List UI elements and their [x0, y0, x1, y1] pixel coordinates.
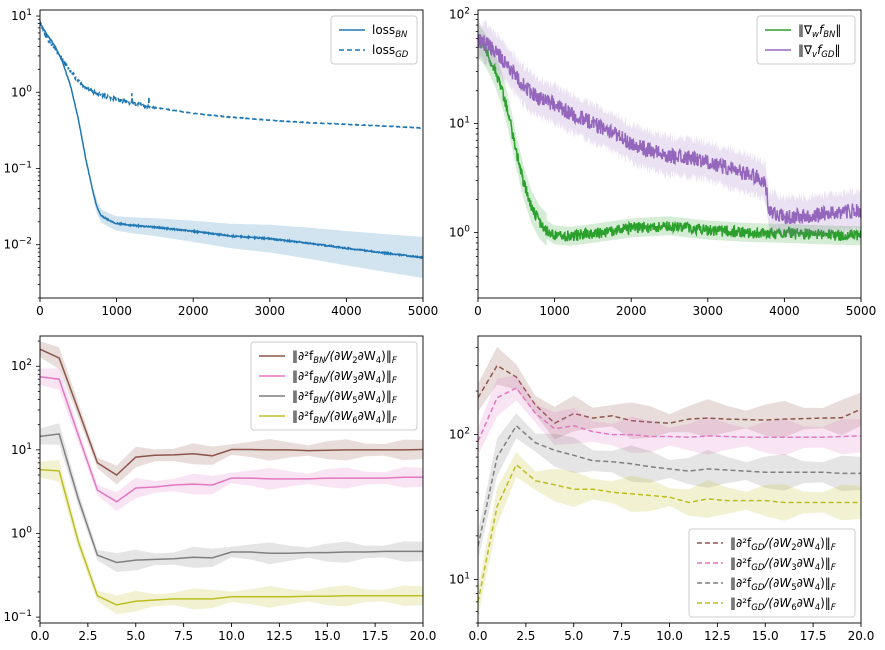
x-tick-label: 0.0 — [468, 629, 487, 643]
confidence-band — [478, 413, 861, 560]
legend: ‖∂²fGD/(∂W2∂W4)‖F ‖∂²fGD/(∂W3∂W4)‖F ‖∂²fGD… — [688, 528, 856, 618]
legend-label: lossBN — [372, 23, 408, 40]
series-3 — [478, 413, 861, 560]
plot-area — [40, 341, 423, 615]
legend-frame — [688, 528, 856, 618]
series-line — [478, 463, 861, 602]
confidence-band — [478, 375, 861, 456]
subplot-3: 0.0 2.5 5.0 7.5 10.0 12.5 15.0 17.5 20.0 102 101 10… — [3, 335, 437, 643]
y-tick-label: 102 — [11, 358, 32, 373]
subplot-2: 0 1000 2000 3000 4000 5000 102 101 100 ‖∇wfBN‖ ‖∇v… — [449, 7, 876, 318]
legend-label: ‖∇vfGD‖ — [798, 43, 840, 60]
legend-frame — [250, 341, 418, 431]
y-tick-label: 101 — [11, 8, 32, 23]
x-tick-label: 1000 — [101, 304, 132, 318]
legend-frame — [756, 15, 856, 65]
series-line — [40, 23, 423, 260]
x-tick-label: 5000 — [408, 304, 439, 318]
y-tick-label: 102 — [449, 7, 470, 22]
x-tick-label: 20.0 — [848, 629, 875, 643]
series-2 — [478, 18, 861, 240]
x-tick-label: 5.0 — [126, 629, 145, 643]
subplot-1: 0 1000 2000 3000 4000 5000 101 100 10−1 10−2 lossB… — [3, 8, 438, 318]
axes-frame — [477, 9, 862, 299]
x-tick-label: 5000 — [846, 304, 877, 318]
x-tick-label: 15.0 — [314, 629, 341, 643]
y-tick-label: 100 — [449, 224, 470, 239]
confidence-band — [40, 368, 423, 512]
x-tick-label: 15.0 — [752, 629, 779, 643]
legend-label: lossGD — [372, 43, 409, 60]
x-tick-label: 7.5 — [612, 629, 631, 643]
y-tick-label: 100 — [11, 84, 32, 99]
x-tick-label: 5.0 — [564, 629, 583, 643]
legend-label: ‖∇wfBN‖ — [798, 23, 841, 40]
confidence-band — [40, 341, 423, 485]
x-tick-label: 2000 — [616, 304, 647, 318]
x-tick-label: 10.0 — [218, 629, 245, 643]
legend: lossBN lossGD — [330, 15, 418, 65]
legend-label: ‖∂²fBN/(∂W6∂W4)‖F — [292, 409, 397, 426]
legend-label: ‖∂²fBN/(∂W5∂W4)‖F — [292, 389, 397, 406]
series-1 — [40, 21, 423, 279]
legend-label: ‖∂²fBN/(∂W2∂W4)‖F — [292, 349, 397, 366]
x-tick-label: 17.5 — [800, 629, 827, 643]
x-tick-label: 2.5 — [516, 629, 535, 643]
x-tick-label: 0.0 — [30, 629, 49, 643]
x-tick-label: 3000 — [693, 304, 724, 318]
y-tick-label: 10−1 — [3, 160, 32, 175]
y-tick-label: 102 — [449, 427, 470, 442]
x-tick-label: 1000 — [539, 304, 570, 318]
legend-frame — [330, 15, 418, 65]
legend-label: ‖∂²fGD/(∂W2∂W4)‖F — [730, 536, 836, 553]
legend: ‖∇wfBN‖ ‖∇vfGD‖ — [756, 15, 856, 65]
y-tick-label: 10−2 — [3, 237, 32, 252]
y-tick-label: 100 — [11, 525, 32, 540]
series-line — [478, 33, 861, 225]
x-tick-label: 10.0 — [656, 629, 683, 643]
x-tick-label: 0 — [36, 304, 44, 318]
series-3 — [40, 423, 423, 572]
x-tick-label: 2.5 — [78, 629, 97, 643]
x-tick-label: 7.5 — [174, 629, 193, 643]
y-tick-label: 101 — [11, 442, 32, 457]
x-tick-label: 17.5 — [362, 629, 389, 643]
confidence-band — [478, 346, 861, 440]
confidence-band — [40, 460, 423, 615]
x-tick-label: 3000 — [255, 304, 286, 318]
x-tick-label: 4000 — [769, 304, 800, 318]
plot-area — [478, 18, 861, 247]
plot-area — [40, 19, 423, 279]
series-line — [478, 38, 861, 242]
legend-label: ‖∂²fGD/(∂W3∂W4)‖F — [730, 556, 836, 573]
confidence-band — [40, 423, 423, 572]
x-tick-label: 4000 — [331, 304, 362, 318]
plot-area — [478, 346, 861, 616]
confidence-band — [478, 452, 861, 616]
subplot-4: 0.0 2.5 5.0 7.5 10.0 12.5 15.0 17.5 20.0 102 101 ‖∂… — [449, 335, 875, 643]
legend-label: ‖∂²fGD/(∂W5∂W4)‖F — [730, 576, 836, 593]
legend-label: ‖∂²fBN/(∂W3∂W4)‖F — [292, 369, 397, 386]
x-tick-label: 20.0 — [410, 629, 437, 643]
x-tick-label: 0 — [474, 304, 482, 318]
x-tick-label: 12.5 — [704, 629, 731, 643]
y-tick-label: 101 — [449, 571, 470, 586]
series-1 — [478, 346, 861, 440]
legend: ‖∂²fBN/(∂W2∂W4)‖F ‖∂²fBN/(∂W3∂W4)‖F ‖∂²fBN… — [250, 341, 418, 431]
series-1 — [478, 23, 861, 247]
y-tick-label: 101 — [449, 115, 470, 130]
y-tick-label: 10−1 — [3, 609, 32, 624]
x-tick-label: 2000 — [178, 304, 209, 318]
x-tick-label: 12.5 — [266, 629, 293, 643]
axes-frame — [39, 9, 424, 299]
legend-label: ‖∂²fGD/(∂W6∂W4)‖F — [730, 596, 836, 613]
